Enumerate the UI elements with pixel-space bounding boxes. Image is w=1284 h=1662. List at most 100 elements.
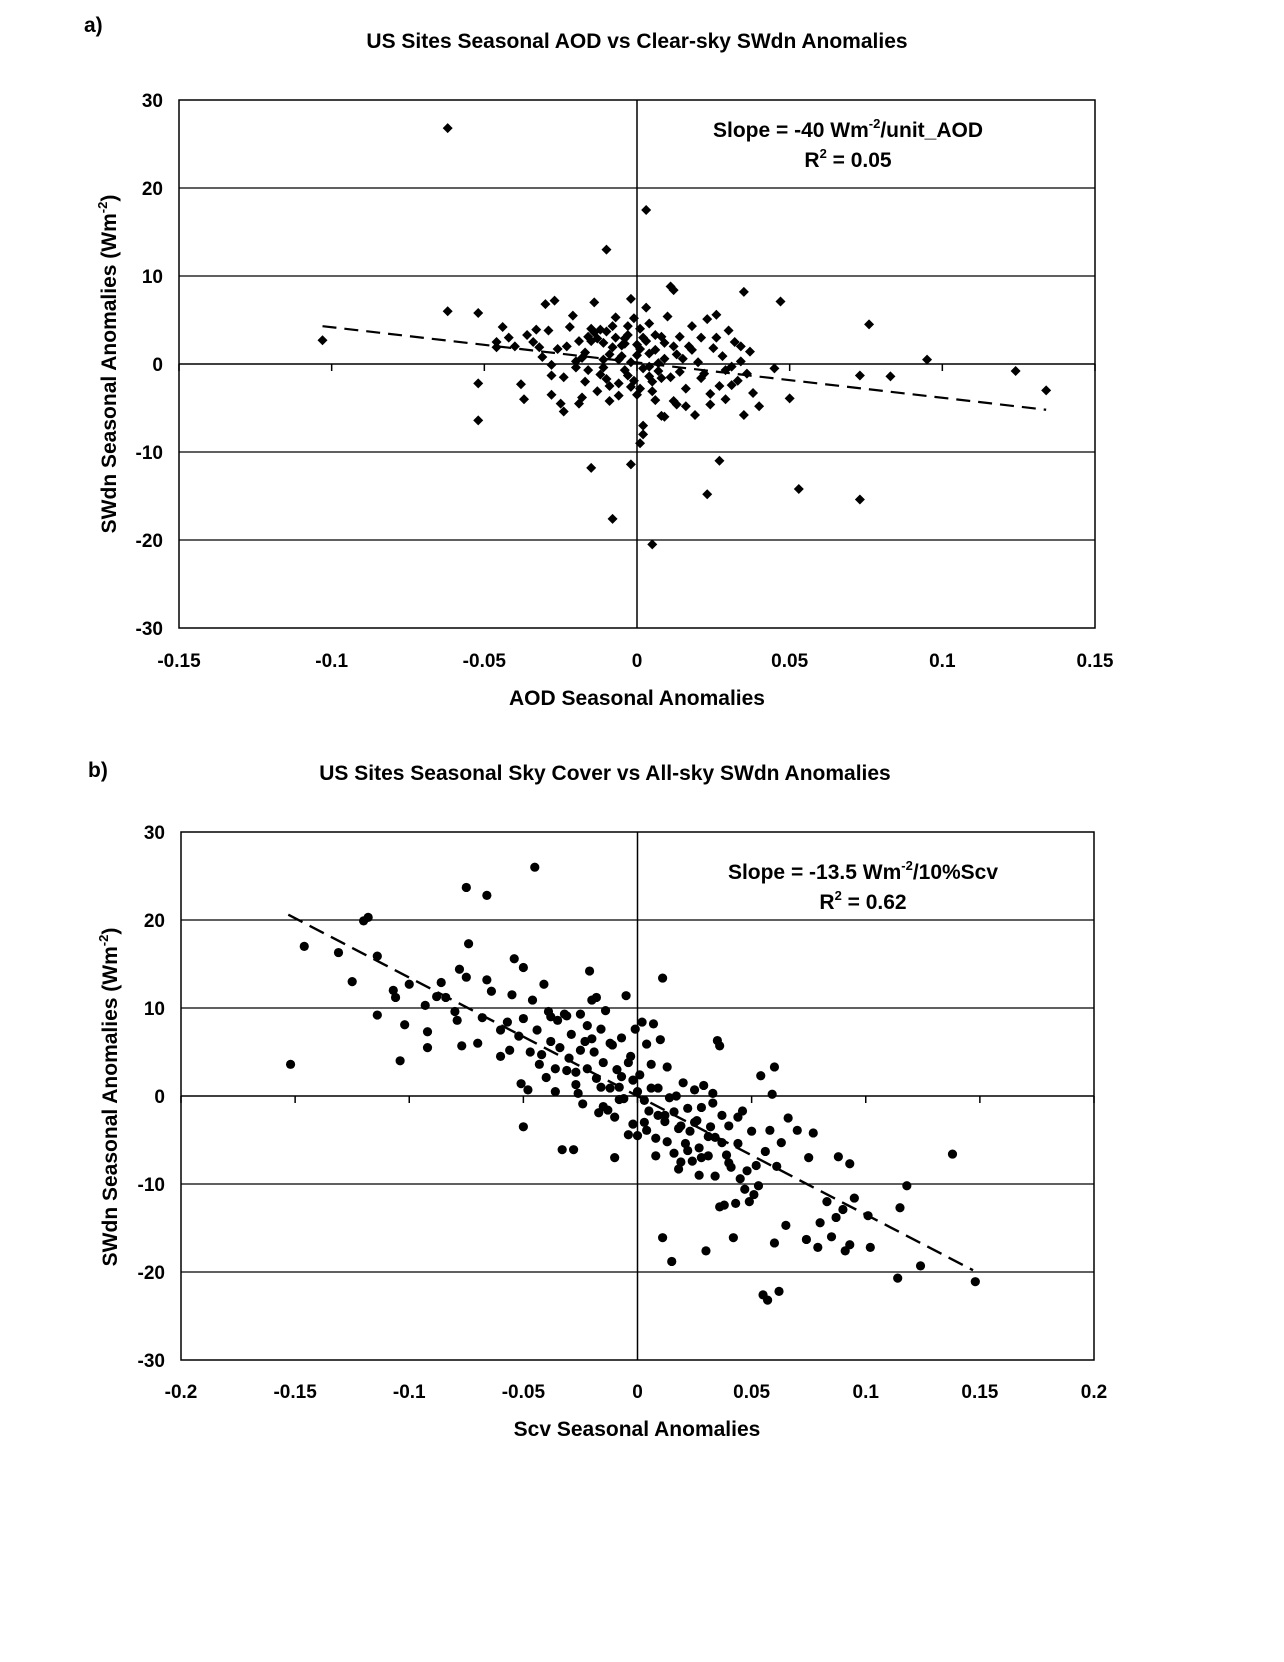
data-point	[630, 1024, 640, 1034]
data-point	[653, 1083, 663, 1093]
data-point	[578, 1099, 588, 1109]
data-point	[703, 1131, 713, 1142]
data-point	[650, 395, 661, 406]
r2-annotation-a: R2 = 0.05	[804, 146, 892, 172]
data-point	[813, 1242, 823, 1252]
data-point	[436, 977, 446, 988]
y-tick-label: -10	[138, 1175, 165, 1196]
data-point	[586, 336, 597, 347]
data-point	[702, 489, 713, 500]
data-point	[680, 1138, 691, 1149]
data-point	[696, 332, 707, 343]
data-point	[724, 1121, 734, 1131]
data-point	[747, 1126, 757, 1136]
data-point	[482, 975, 492, 985]
data-point	[628, 1119, 638, 1129]
y-tick-label: 0	[154, 1087, 165, 1108]
data-point	[473, 378, 484, 389]
data-point	[600, 1006, 611, 1016]
data-point	[767, 1089, 777, 1099]
data-point	[656, 331, 667, 342]
data-point	[831, 1212, 841, 1223]
data-point	[641, 205, 652, 215]
data-point	[495, 1025, 506, 1035]
data-point	[625, 381, 636, 392]
data-point	[687, 1156, 697, 1166]
data-point	[601, 244, 612, 255]
data-point	[635, 344, 646, 355]
data-point	[372, 951, 382, 961]
data-point	[1010, 366, 1021, 377]
data-point	[854, 370, 865, 381]
y-axis-title-b: SWdn Seasonal Anomalies (Wm-2)	[96, 928, 122, 1267]
data-point	[696, 1153, 707, 1163]
data-point	[723, 325, 734, 336]
data-point	[509, 341, 520, 352]
data-point	[751, 1160, 761, 1171]
data-point	[482, 890, 492, 900]
data-point	[317, 335, 328, 346]
data-point	[671, 1091, 681, 1101]
data-point	[915, 1261, 926, 1271]
data-point	[534, 1059, 544, 1069]
panel-label-b: b)	[88, 759, 108, 782]
data-point	[546, 1012, 556, 1022]
x-tick-marks-a	[178, 364, 1096, 371]
data-point	[505, 1045, 515, 1055]
data-point	[902, 1181, 912, 1191]
data-point	[623, 1057, 633, 1068]
data-point	[676, 1121, 686, 1131]
panel-a: a) US Sites Seasonal AOD vs Clear-sky SW…	[84, 14, 1114, 710]
data-point	[537, 351, 548, 362]
data-point	[625, 459, 636, 470]
data-point	[702, 314, 713, 325]
data-point	[845, 1159, 855, 1169]
data-point	[635, 1070, 645, 1080]
data-point	[644, 371, 655, 382]
slope-annotation-b: Slope = -13.5 Wm-2/10%Scv	[728, 858, 998, 884]
data-point	[395, 1056, 405, 1066]
data-point	[589, 297, 600, 308]
data-point	[442, 306, 453, 317]
data-point	[726, 380, 737, 391]
data-point	[694, 1143, 704, 1153]
data-point	[719, 1200, 729, 1210]
data-point	[659, 411, 670, 422]
x-tick-labels-b: -0.2 -0.15 -0.1 -0.05 0 0.05 0.1 0.15 0.2	[165, 1382, 1108, 1403]
x-tick-label: 0.1	[853, 1382, 880, 1403]
data-point	[744, 346, 755, 357]
data-point	[737, 1106, 748, 1116]
data-point	[638, 420, 649, 431]
data-point	[562, 1011, 572, 1021]
data-point	[685, 1126, 695, 1136]
data-point	[744, 1197, 754, 1207]
data-point	[596, 1082, 606, 1092]
data-point	[665, 372, 676, 383]
y-tick-label: 10	[142, 267, 163, 288]
data-point	[650, 344, 661, 355]
data-point	[497, 322, 508, 333]
data-points-b	[285, 862, 980, 1305]
x-tick-label: -0.1	[393, 1382, 426, 1403]
data-point	[671, 349, 682, 360]
y-tick-label: -30	[136, 619, 163, 640]
data-point	[648, 1019, 659, 1029]
data-point	[363, 912, 373, 922]
data-point	[658, 973, 668, 983]
data-point	[570, 362, 581, 373]
data-point	[598, 337, 609, 348]
data-point	[753, 1181, 764, 1191]
data-point	[616, 1033, 627, 1043]
data-point	[659, 353, 670, 364]
data-point	[662, 1062, 672, 1072]
data-point	[457, 1041, 467, 1051]
data-point	[885, 371, 896, 382]
data-point	[632, 389, 642, 400]
trendline-a	[322, 325, 1047, 411]
data-point	[721, 1150, 732, 1160]
data-point	[527, 995, 538, 1005]
data-point	[587, 1034, 597, 1044]
data-point	[674, 331, 685, 342]
data-point	[628, 1075, 638, 1085]
